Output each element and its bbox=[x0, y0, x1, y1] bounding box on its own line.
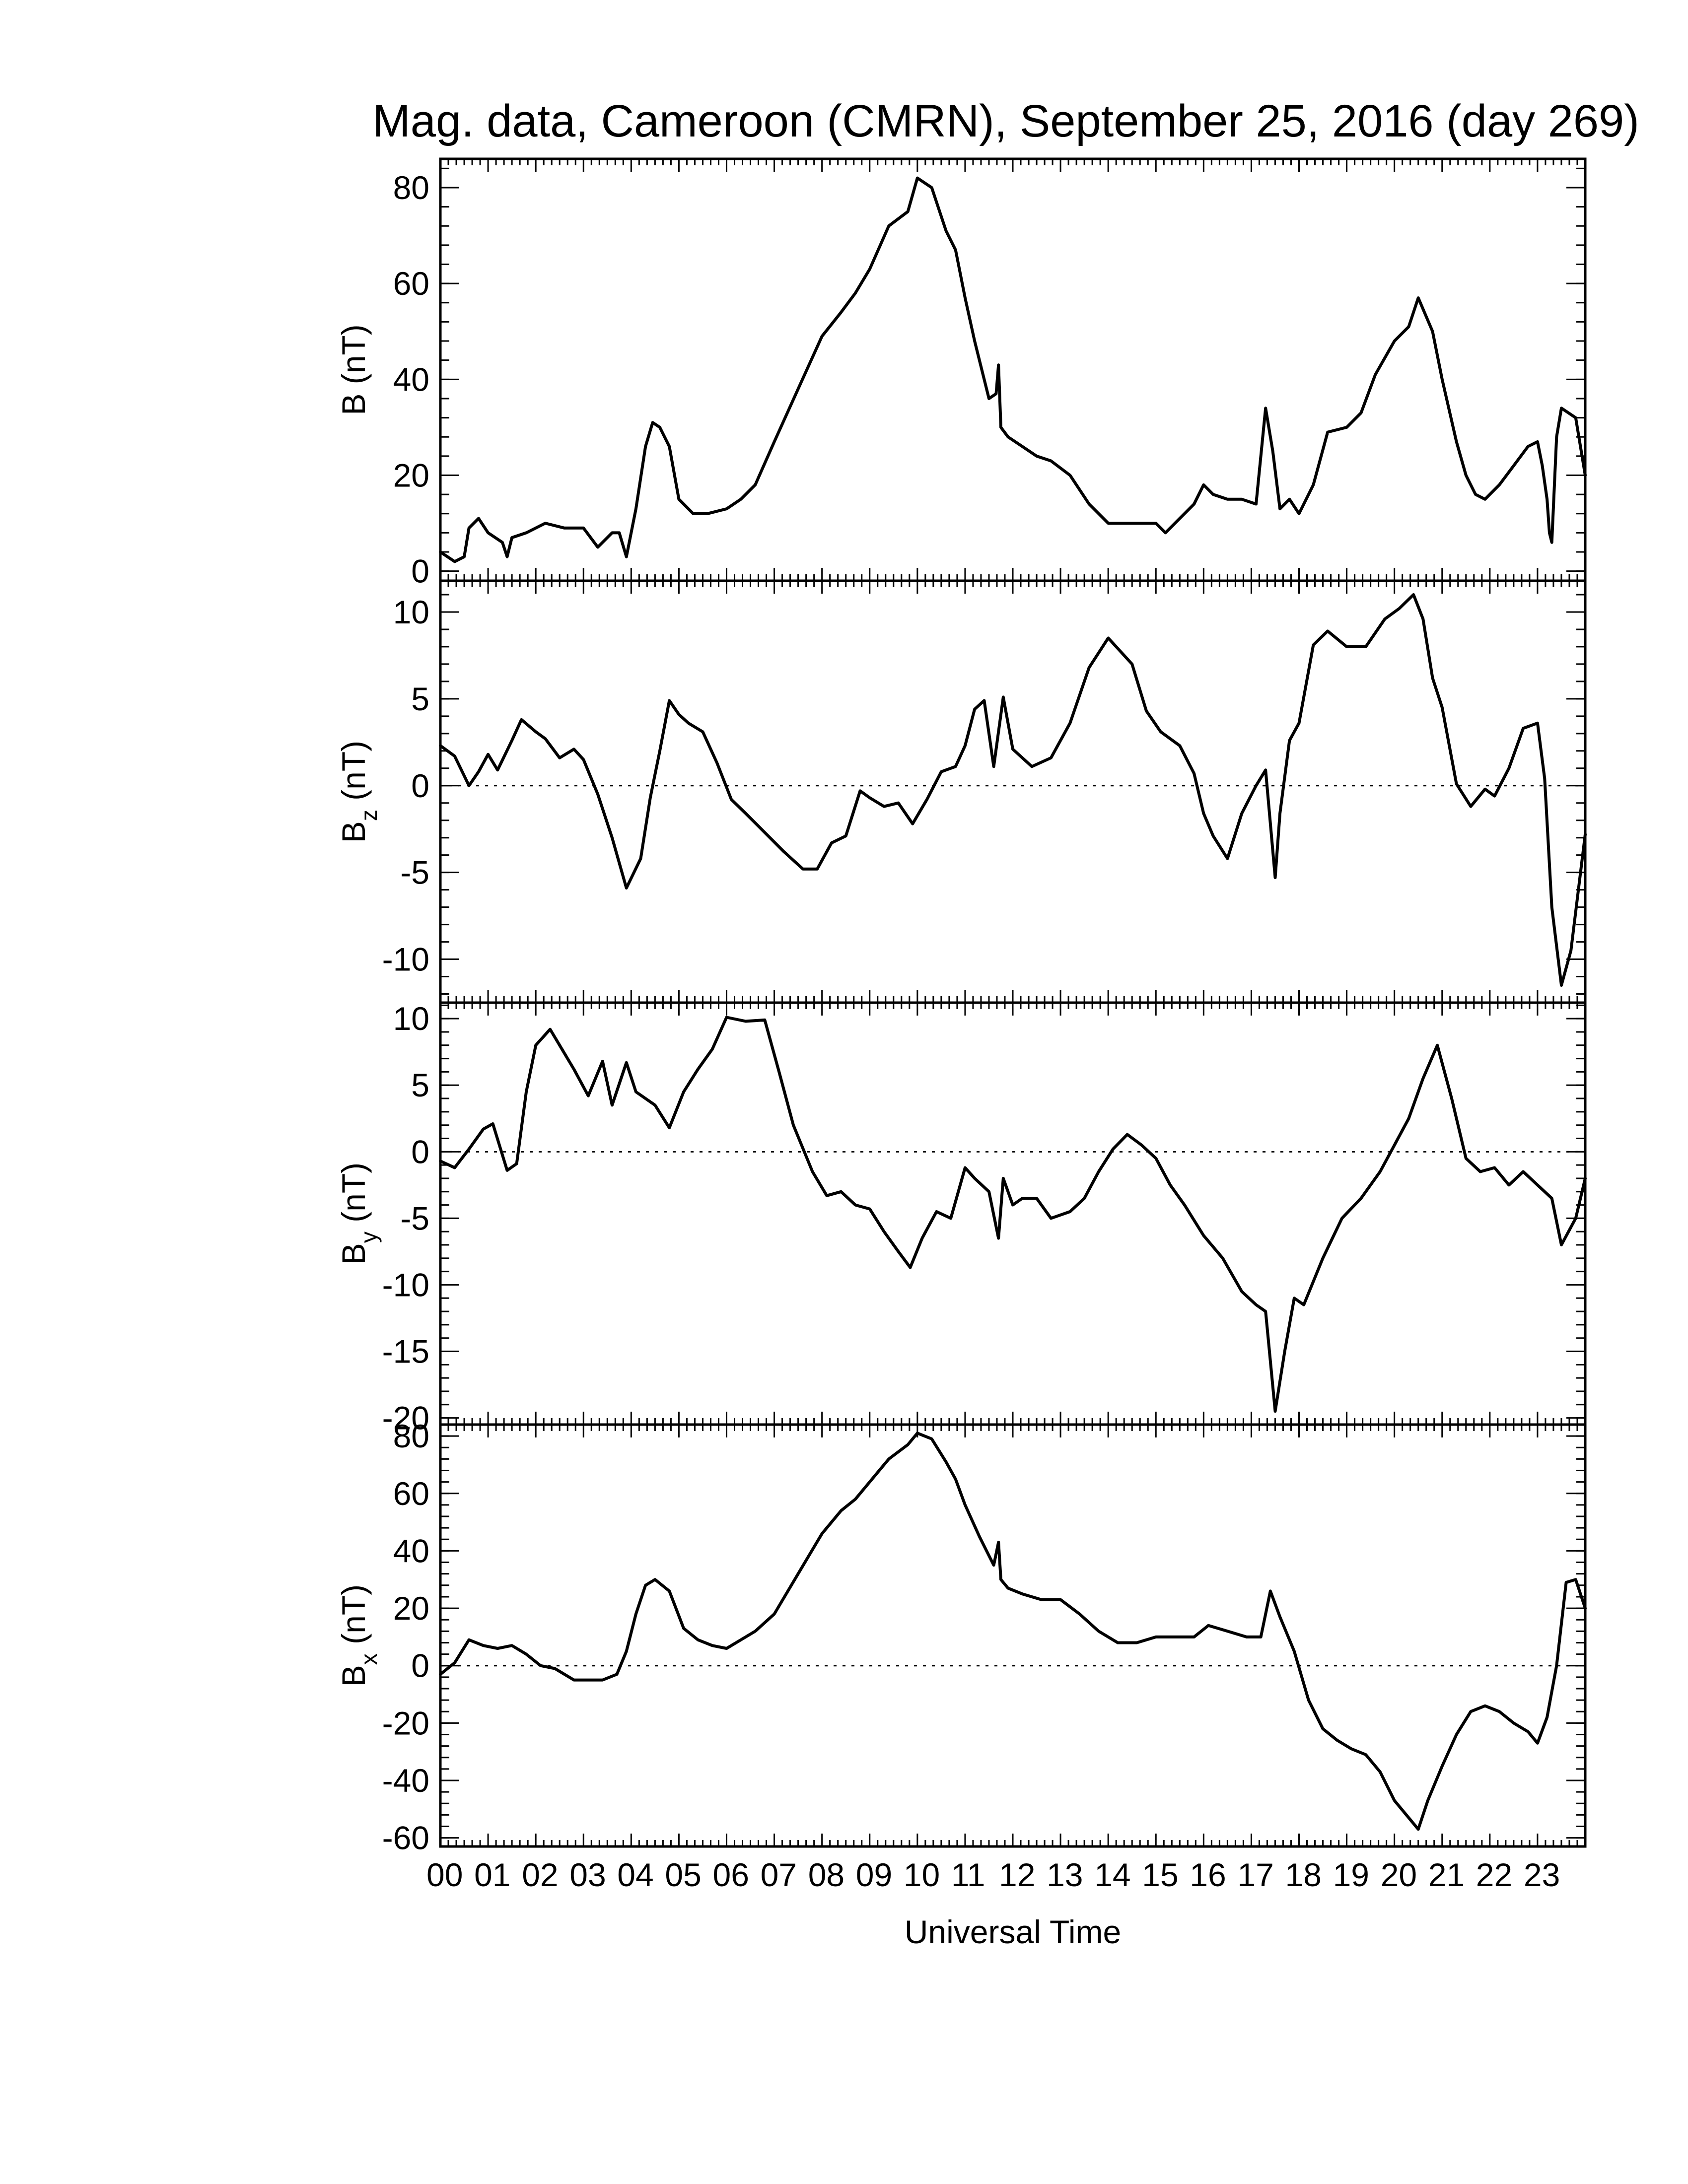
y-tick-label: 10 bbox=[393, 1000, 429, 1037]
y-axis-label-main: B bbox=[335, 1243, 372, 1265]
y-tick-label: 5 bbox=[411, 681, 429, 717]
y-tick-label: 5 bbox=[411, 1067, 429, 1103]
x-tick-label: 21 bbox=[1428, 1856, 1465, 1893]
x-tick-label: 17 bbox=[1237, 1856, 1273, 1893]
y-tick-label: 0 bbox=[411, 1647, 429, 1684]
x-tick-label: 12 bbox=[999, 1856, 1035, 1893]
panel-frame bbox=[439, 1423, 1587, 1848]
x-tick-label: 01 bbox=[474, 1856, 510, 1893]
x-tick-label: 22 bbox=[1476, 1856, 1512, 1893]
x-tick-label: 09 bbox=[856, 1856, 892, 1893]
x-tick-labels: 00 01 02 03 04 05 06 07 08 09 10 11 12 13 14 15 16 17 18 19… bbox=[426, 1856, 1560, 1893]
x-tick-label: 18 bbox=[1285, 1856, 1322, 1893]
y-tick-label: 60 bbox=[393, 1475, 429, 1512]
series-line-Bx bbox=[439, 1432, 1587, 1831]
y-tick-label: 80 bbox=[393, 169, 429, 206]
x-tick-label: 08 bbox=[808, 1856, 844, 1893]
panel-Bz: 10 5 0 -5 -10 Bz (nT) bbox=[335, 579, 1587, 1004]
y-axis-label-B: B (nT) bbox=[335, 324, 372, 415]
x-tick-label: 00 bbox=[426, 1856, 463, 1893]
series-line-B bbox=[439, 176, 1587, 563]
x-tick-label: 14 bbox=[1094, 1856, 1130, 1893]
y-axis-label-Bz: Bz (nT) bbox=[335, 741, 382, 843]
panel-Bx: 80 60 40 20 0 -20 -40 -60 Bx (nT) bbox=[335, 1418, 1587, 1856]
y-tick-label: 10 bbox=[393, 594, 429, 630]
y-tick-label: 80 bbox=[393, 1418, 429, 1454]
y-tick-label: -5 bbox=[400, 854, 429, 891]
y-axis-label-By: By (nT) bbox=[335, 1162, 382, 1265]
y-axis-label-main: B bbox=[335, 821, 372, 843]
x-tick-label: 02 bbox=[522, 1856, 558, 1893]
y-tick-label: 60 bbox=[393, 265, 429, 302]
y-tick-label: -40 bbox=[382, 1762, 429, 1799]
x-tick-label: 10 bbox=[904, 1856, 940, 1893]
x-tick-label: 16 bbox=[1190, 1856, 1226, 1893]
y-tick-label: -10 bbox=[382, 1266, 429, 1303]
y-tick-label: -20 bbox=[382, 1705, 429, 1741]
series-line-Bz bbox=[439, 593, 1587, 987]
y-tick-label: 0 bbox=[411, 1133, 429, 1170]
y-axis-label-unit: (nT) bbox=[335, 1162, 372, 1231]
x-tick-label: 05 bbox=[665, 1856, 701, 1893]
x-tick-label: 06 bbox=[713, 1856, 749, 1893]
panel-By: 10 5 0 -5 -10 -15 -20 By (nT) bbox=[335, 1000, 1587, 1436]
y-tick-label: -60 bbox=[382, 1820, 429, 1856]
y-tick-label: -15 bbox=[382, 1333, 429, 1370]
series-line-By bbox=[439, 1016, 1587, 1413]
panel-frame bbox=[439, 157, 1587, 582]
y-axis-label-main: B bbox=[335, 1665, 372, 1687]
y-tick-label: -5 bbox=[400, 1200, 429, 1236]
y-tick-label: 40 bbox=[393, 361, 429, 398]
x-tick-label: 04 bbox=[617, 1856, 653, 1893]
y-axis-label-subscript: z bbox=[356, 810, 382, 821]
x-axis-label: Universal Time bbox=[905, 1913, 1121, 1950]
chart-title: Mag. data, Cameroon (CMRN), September 25… bbox=[372, 96, 1639, 146]
y-tick-label: -20 bbox=[382, 1400, 429, 1436]
y-tick-label: 0 bbox=[411, 767, 429, 804]
y-tick-label: 20 bbox=[393, 457, 429, 494]
y-tick-label: 0 bbox=[411, 553, 429, 590]
y-axis-label-subscript: y bbox=[356, 1231, 382, 1243]
y-axis-label-subscript: x bbox=[356, 1653, 382, 1665]
chart-panels: 0 20 40 60 80 B (nT) 10 5 0 -5 -10 Bz (nT) 10 5 0 -5 -10… bbox=[335, 157, 1587, 1856]
x-tick-label: 20 bbox=[1381, 1856, 1417, 1893]
panel-frame bbox=[439, 1001, 1587, 1426]
y-axis-label-unit: (nT) bbox=[335, 741, 372, 810]
x-tick-label: 11 bbox=[951, 1856, 985, 1893]
y-tick-label: 40 bbox=[393, 1532, 429, 1569]
panel-frame bbox=[439, 579, 1587, 1004]
panel-B: 0 20 40 60 80 B (nT) bbox=[335, 157, 1587, 590]
y-tick-label: 20 bbox=[393, 1590, 429, 1627]
y-axis-label-unit: (nT) bbox=[335, 1584, 372, 1653]
x-tick-label: 07 bbox=[761, 1856, 797, 1893]
x-tick-label: 15 bbox=[1142, 1856, 1178, 1893]
x-tick-label: 23 bbox=[1524, 1856, 1560, 1893]
x-tick-label: 13 bbox=[1047, 1856, 1083, 1893]
x-tick-label: 03 bbox=[569, 1856, 606, 1893]
x-tick-label: 19 bbox=[1333, 1856, 1369, 1893]
y-axis-label-Bx: Bx (nT) bbox=[335, 1584, 382, 1687]
y-tick-label: -10 bbox=[382, 941, 429, 978]
